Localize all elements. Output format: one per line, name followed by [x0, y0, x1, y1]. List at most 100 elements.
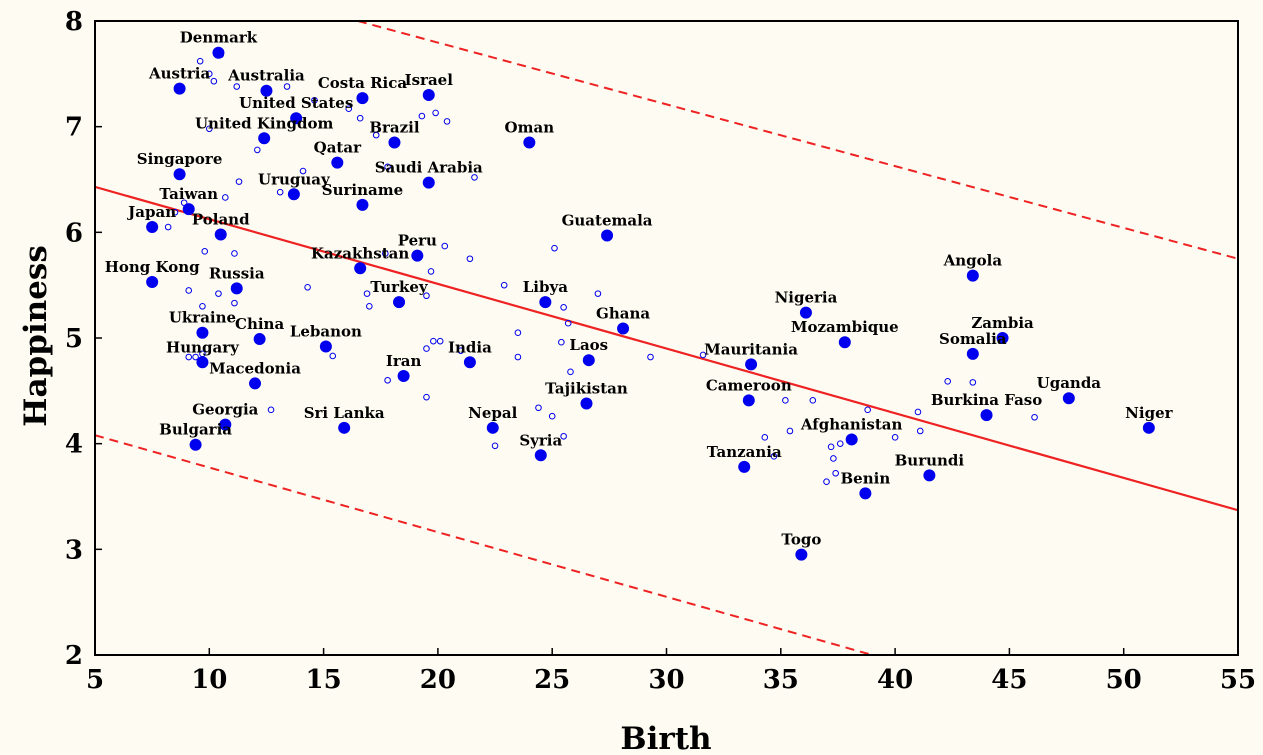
unlabeled-point: [427, 268, 435, 275]
unlabeled-point: [786, 427, 794, 435]
point-label: Russia: [209, 264, 265, 282]
labeled-point: [539, 296, 552, 309]
point-label: Poland: [192, 210, 250, 228]
unlabeled-point: [823, 478, 830, 486]
unlabeled-point: [201, 248, 209, 255]
labeled-point: [189, 438, 202, 451]
labeled-point: [253, 333, 266, 346]
point-label: Ghana: [596, 304, 650, 322]
point-label: Qatar: [314, 139, 362, 157]
labeled-point: [196, 356, 209, 369]
unlabeled-point: [782, 397, 789, 404]
point-label: Hong Kong: [105, 258, 200, 276]
point-label: Israel: [405, 71, 454, 89]
unlabeled-point: [171, 208, 179, 216]
unlabeled-point: [164, 223, 172, 231]
unlabeled-point: [535, 404, 542, 412]
x-axis: 5 10 15 20 25 30 35 40 45 50 55: [86, 648, 1256, 695]
unlabeled-point: [436, 337, 444, 345]
unlabeled-point: [830, 455, 837, 462]
labeled-point: [422, 88, 435, 101]
labeled-point: [212, 46, 225, 59]
point-label: Guatemala: [562, 212, 653, 230]
point-label: Suriname: [322, 181, 403, 199]
labeled-point: [1142, 421, 1155, 434]
point-label: Niger: [1125, 404, 1173, 422]
labeled-point: [745, 358, 758, 371]
labeled-point: [580, 397, 593, 410]
x-tick-label: 30: [648, 665, 684, 695]
labeled-point: [582, 354, 595, 367]
point-label: Cameroon: [706, 376, 792, 394]
unlabeled-point: [206, 70, 213, 78]
point-label: Taiwan: [159, 185, 218, 203]
point-label: Macedonia: [209, 359, 301, 377]
labeled-point: [319, 340, 332, 353]
labeled-point: [534, 449, 547, 462]
unlabeled-point: [196, 57, 204, 65]
labeled-point: [290, 112, 303, 125]
unlabeled-point: [441, 242, 449, 250]
unlabeled-point: [594, 290, 602, 297]
unlabeled-point: [647, 353, 654, 361]
unlabeled-point: [210, 77, 218, 85]
point-label: Uruguay: [258, 170, 331, 188]
labeled-point: [617, 322, 630, 335]
unlabeled-point: [500, 281, 508, 289]
labeled-point: [331, 156, 344, 169]
unlabeled-point: [944, 378, 951, 385]
point-label: United States: [239, 94, 353, 112]
unlabeled-point: [567, 368, 574, 376]
point-label: Hungary: [166, 338, 240, 356]
labeled-point: [980, 409, 993, 422]
labeled-point: [356, 198, 369, 211]
point-label: Burundi: [895, 451, 965, 469]
unlabeled-point: [827, 443, 835, 451]
unlabeled-point: [233, 83, 241, 90]
point-label: Iran: [386, 352, 422, 370]
unlabeled-point: [329, 352, 337, 360]
point-label: Denmark: [180, 29, 258, 47]
labeled-point: [738, 460, 751, 473]
unlabeled-point: [443, 118, 451, 125]
labeled-point: [356, 92, 369, 105]
labeled-point: [173, 168, 186, 181]
unlabeled-point: [423, 393, 430, 401]
unlabeled-point: [832, 469, 839, 477]
labeled-point: [859, 487, 872, 500]
labeled-point: [601, 229, 614, 242]
x-tick-label: 15: [306, 665, 342, 695]
point-label: Mauritania: [704, 340, 798, 358]
labeled-point: [996, 332, 1009, 344]
point-label: Kazakhstan: [311, 244, 409, 262]
labeled-point: [146, 275, 159, 288]
unlabeled-point: [564, 319, 572, 327]
unlabeled-point: [864, 406, 871, 414]
unlabeled-point: [836, 440, 844, 447]
unlabeled-point: [206, 125, 213, 133]
labeled-point: [258, 132, 271, 145]
y-axis: 2 3 4 5 6 7 8: [65, 7, 102, 671]
labeled-point: [966, 347, 979, 360]
labeled-point: [411, 249, 424, 262]
unlabeled-point: [423, 345, 430, 352]
unlabeled-point: [382, 250, 389, 257]
y-axis-title: Happiness: [18, 245, 54, 427]
labeled-point: [838, 336, 851, 349]
unlabeled-point: [192, 353, 199, 361]
point-label: Austria: [148, 65, 211, 83]
labeled-point: [463, 356, 476, 369]
labeled-point: [393, 296, 406, 309]
labeled-point: [173, 82, 186, 95]
point-label: Australia: [227, 67, 305, 85]
unlabeled-point: [304, 283, 311, 291]
unlabeled-point: [770, 453, 778, 460]
point-label: United Kingdom: [195, 114, 333, 132]
point-label: Somalia: [939, 330, 1007, 348]
y-tick-label: 8: [65, 7, 83, 37]
labeled-point: [182, 203, 195, 216]
unlabeled-point: [891, 434, 899, 441]
unlabeled-point: [466, 255, 474, 263]
labeled-point: [799, 306, 812, 319]
x-tick-label: 35: [763, 665, 799, 695]
